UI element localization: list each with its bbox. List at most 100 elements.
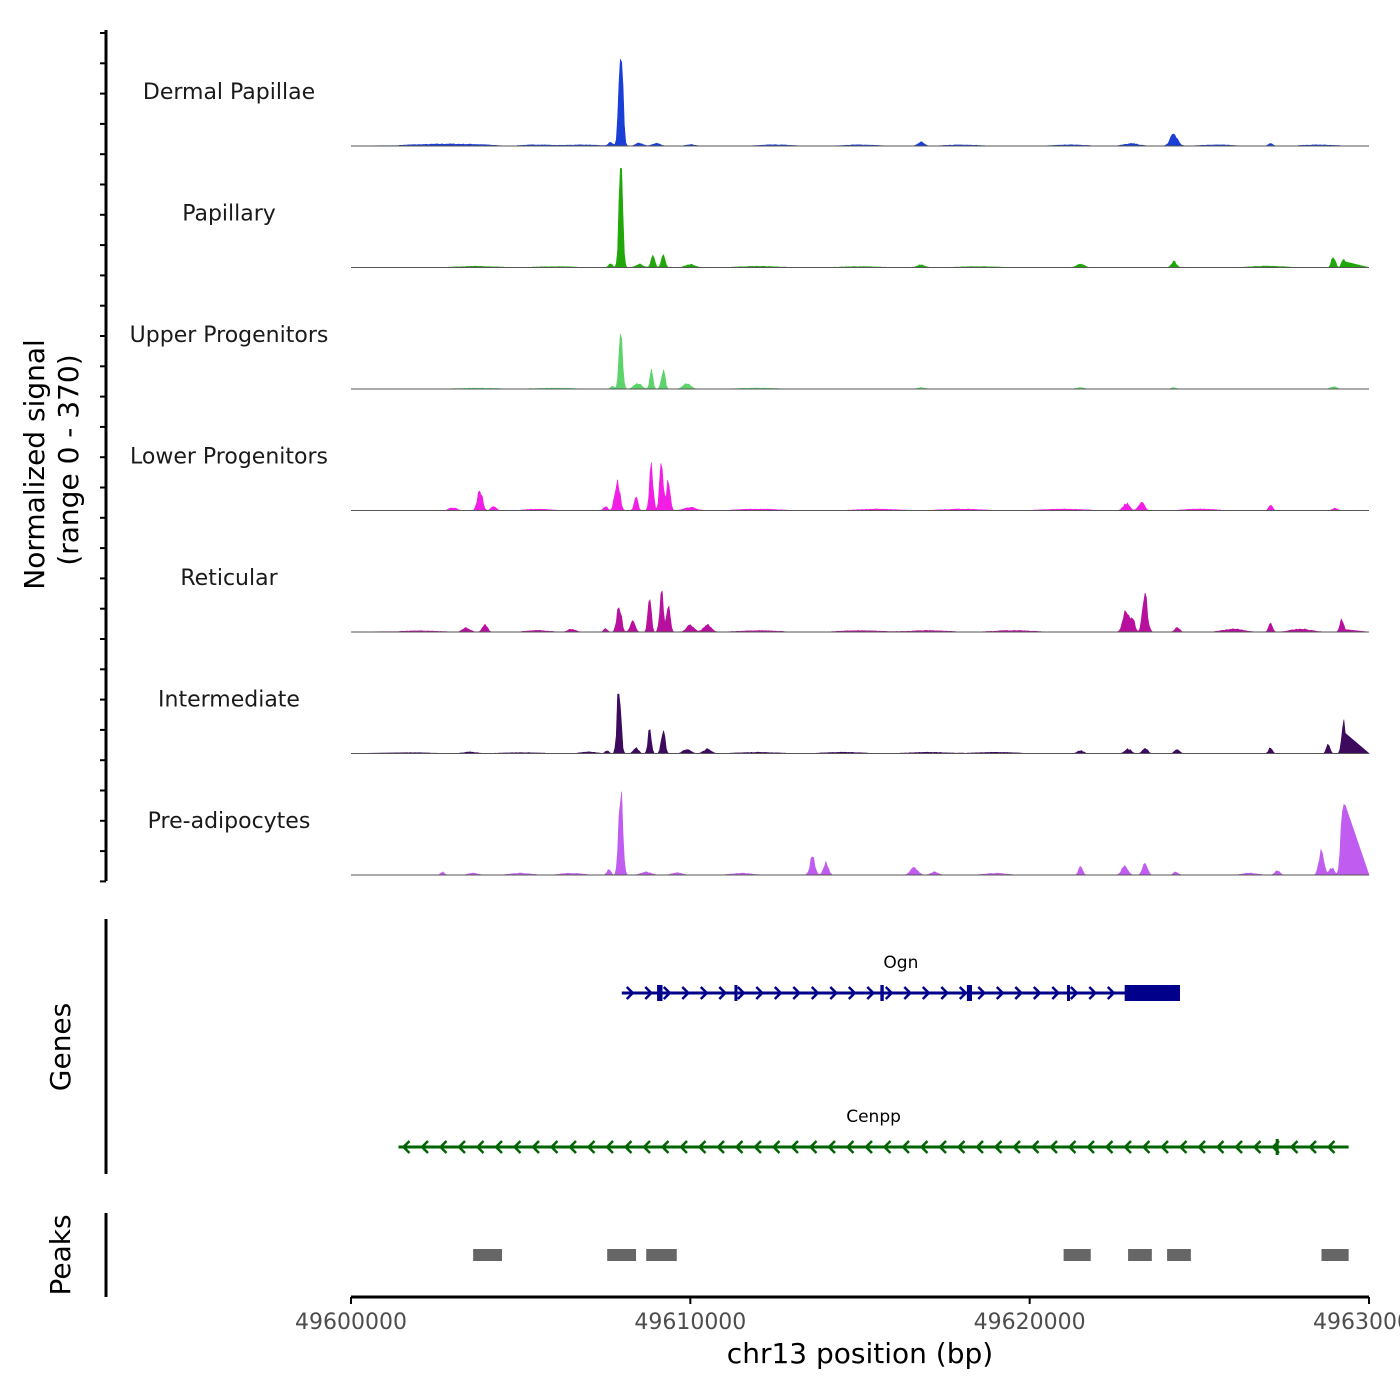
peak-region <box>473 1249 503 1261</box>
strand-arrow-icon <box>993 1140 1003 1154</box>
signal-area-dermal-papillae <box>350 58 1369 147</box>
strand-arrow-icon <box>401 1140 411 1154</box>
exon-ogn <box>1066 985 1070 1001</box>
strand-arrow-icon <box>660 1140 670 1154</box>
strand-arrow-icon <box>755 986 765 1000</box>
strand-arrow-icon <box>1012 1140 1021 1154</box>
strand-arrow-icon <box>734 1140 744 1154</box>
track-dermal-papillae: Dermal Papillae <box>143 58 1369 147</box>
strand-arrow-icon <box>644 986 654 1000</box>
gene-label-ogn: Ogn <box>883 953 918 973</box>
strand-arrow-icon <box>1289 1140 1299 1154</box>
peaks-track <box>473 1249 1349 1261</box>
exon-cenpp <box>1275 1139 1279 1155</box>
strand-arrow-icon <box>605 1140 614 1154</box>
strand-arrow-icon <box>1088 986 1098 1000</box>
strand-arrow-icon <box>475 1140 485 1154</box>
strand-arrow-icon <box>1067 1140 1077 1154</box>
signal-area-lower-progenitors <box>351 462 1369 511</box>
strand-arrow-icon <box>773 986 783 1000</box>
track-label-intermediate: Intermediate <box>158 688 300 713</box>
strand-arrow-icon <box>1051 986 1061 1000</box>
strand-arrow-icon <box>512 1140 522 1154</box>
strand-arrow-icon <box>845 1140 855 1154</box>
coverage-tracks: Dermal Papillae Papillary Upper Progenitor… <box>130 58 1370 876</box>
strand-arrow-icon <box>642 1140 651 1154</box>
peak-region <box>1128 1249 1152 1261</box>
strand-arrow-icon <box>753 1140 762 1154</box>
x-axis-ticks: 49600000 49610000 49620000 49630000 <box>295 1297 1400 1335</box>
strand-arrow-icon <box>790 1140 799 1154</box>
strand-arrow-icon <box>457 1140 466 1154</box>
gene-annotation-track: Ogn Cenpp <box>398 953 1349 1155</box>
signal-area-intermediate <box>350 693 1370 754</box>
strand-arrow-icon <box>420 1140 429 1154</box>
strand-arrow-icon <box>531 1140 540 1154</box>
coverage-y-ticks <box>100 32 106 883</box>
track-reticular: Reticular <box>180 566 1370 633</box>
peak-region <box>1167 1249 1191 1261</box>
track-label-pre-adipocytes: Pre-adipocytes <box>148 809 311 834</box>
track-pre-adipocytes: Pre-adipocytes <box>148 791 1370 876</box>
coverage-axis-title-line2: (range 0 - 370) <box>52 354 85 565</box>
strand-arrow-icon <box>679 1140 688 1154</box>
track-upper-progenitors: Upper Progenitors <box>130 323 1369 390</box>
track-papillary: Papillary <box>182 168 1370 268</box>
strand-arrow-icon <box>1197 1140 1206 1154</box>
strand-arrow-icon <box>1326 1140 1336 1154</box>
gene-cenpp: Cenpp <box>398 1107 1349 1155</box>
strand-arrow-icon <box>1086 1140 1095 1154</box>
strand-arrow-icon <box>1123 1140 1132 1154</box>
peak-region <box>1063 1249 1091 1261</box>
exon-ogn <box>1124 985 1180 1001</box>
peaks-axis-title: Peaks <box>44 1214 77 1295</box>
strand-arrow-icon <box>494 1140 503 1154</box>
strand-arrow-icon <box>940 986 950 1000</box>
exon-ogn <box>966 985 972 1001</box>
strand-arrow-icon <box>810 986 820 1000</box>
strand-arrow-icon <box>1215 1140 1225 1154</box>
signal-area-papillary <box>351 168 1370 268</box>
strand-arrow-icon <box>921 986 931 1000</box>
strand-arrow-icon <box>1160 1140 1169 1154</box>
strand-arrow-icon <box>977 986 987 1000</box>
strand-arrow-icon <box>829 986 839 1000</box>
strand-arrow-icon <box>771 1140 781 1154</box>
x-tick-label: 49620000 <box>974 1310 1086 1335</box>
gene-label-cenpp: Cenpp <box>846 1107 901 1127</box>
strand-arrow-icon <box>681 986 691 1000</box>
strand-arrow-icon <box>586 1140 596 1154</box>
strand-arrow-icon <box>438 1140 448 1154</box>
strand-arrow-icon <box>995 986 1005 1000</box>
x-tick-label: 49610000 <box>634 1310 746 1335</box>
peak-region <box>646 1249 677 1261</box>
strand-arrow-icon <box>808 1140 818 1154</box>
strand-arrow-icon <box>1104 1140 1114 1154</box>
strand-arrow-icon <box>1106 986 1116 1000</box>
strand-arrow-icon <box>1178 1140 1188 1154</box>
strand-arrow-icon <box>716 1140 725 1154</box>
strand-arrow-icon <box>662 986 672 1000</box>
strand-arrow-icon <box>699 986 709 1000</box>
coverage-axis-title: Normalized signal (range 0 - 370) <box>18 330 85 589</box>
signal-area-pre-adipocytes <box>351 791 1370 876</box>
strand-arrow-icon <box>549 1140 559 1154</box>
x-tick-label: 49600000 <box>295 1310 407 1335</box>
genes-axis-title: Genes <box>44 1003 77 1091</box>
strand-arrow-icon <box>919 1140 929 1154</box>
exon-ogn <box>734 985 738 1001</box>
track-intermediate: Intermediate <box>158 688 1370 754</box>
strand-arrow-icon <box>1141 1140 1151 1154</box>
peak-region <box>607 1249 637 1261</box>
track-label-lower-progenitors: Lower Progenitors <box>130 445 328 470</box>
track-label-papillary: Papillary <box>182 202 276 227</box>
strand-arrow-icon <box>866 986 876 1000</box>
strand-arrow-icon <box>568 1140 577 1154</box>
strand-arrow-icon <box>1014 986 1024 1000</box>
exon-ogn <box>657 985 663 1001</box>
strand-arrow-icon <box>975 1140 984 1154</box>
strand-arrow-icon <box>884 986 894 1000</box>
exon-ogn <box>880 985 884 1001</box>
strand-arrow-icon <box>864 1140 873 1154</box>
